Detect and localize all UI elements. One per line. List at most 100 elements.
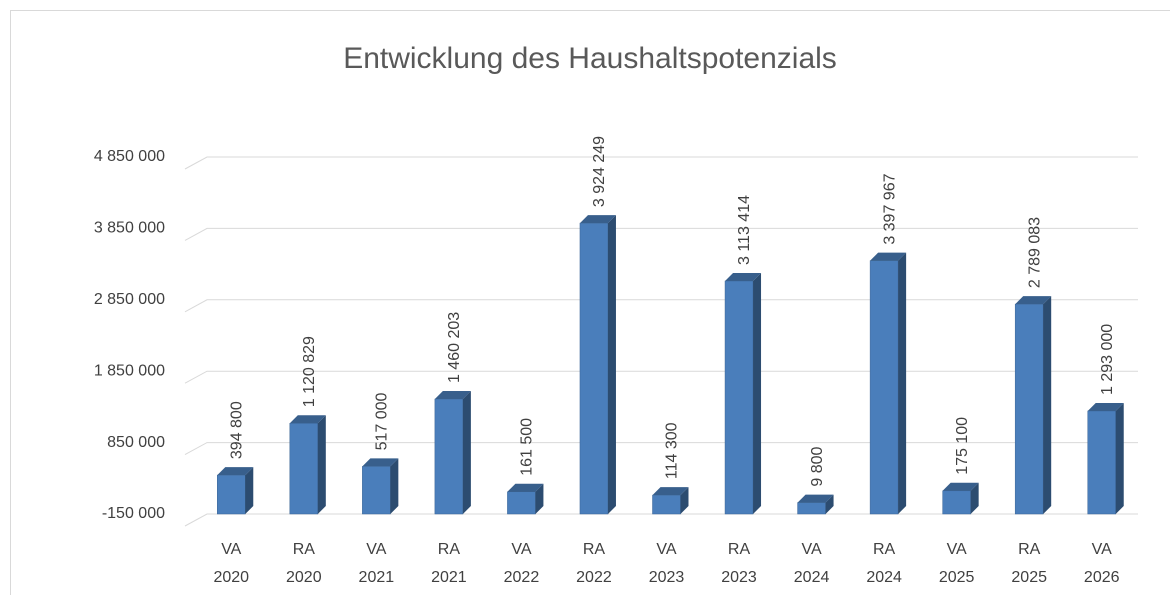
bar-side <box>245 467 254 514</box>
x-tick-label: VA 2020 <box>213 541 249 586</box>
x-tick-line: RA <box>1018 541 1041 558</box>
x-tick-line: 2021 <box>431 569 467 586</box>
x-tick-label: RA 2023 <box>721 541 757 586</box>
grid-line <box>184 442 1138 456</box>
bar-top <box>1087 402 1124 411</box>
x-tick-line: RA <box>293 541 316 558</box>
x-tick-line: 2020 <box>286 569 322 586</box>
bar-front <box>507 491 536 515</box>
x-tick-line: VA <box>366 541 386 558</box>
x-tick-label: RA 2024 <box>866 541 902 586</box>
x-tick-label: VA 2022 <box>504 541 540 586</box>
bar-side <box>390 458 399 514</box>
data-label: 114 300 <box>664 422 681 479</box>
bar-front <box>942 490 971 515</box>
y-tick-label: 2 850 000 <box>94 291 165 308</box>
bar-top <box>725 272 762 281</box>
bar-side <box>753 272 762 514</box>
data-label: 394 800 <box>228 401 245 459</box>
data-label: 175 100 <box>954 417 971 475</box>
y-tick-label: 3 850 000 <box>94 220 165 237</box>
bar-top <box>434 391 471 400</box>
bar-top <box>797 494 834 503</box>
data-label: 517 000 <box>374 392 391 450</box>
x-tick-line: RA <box>438 541 461 558</box>
x-tick-line: 2026 <box>1084 569 1120 586</box>
y-tick-label: 850 000 <box>107 434 165 451</box>
x-tick-line: 2025 <box>939 569 975 586</box>
bar-top <box>362 458 399 467</box>
x-tick-line: 2023 <box>649 569 685 586</box>
bar-side <box>1115 402 1124 514</box>
bar-front <box>217 474 246 515</box>
x-tick-line: 2022 <box>504 569 540 586</box>
y-tick-label: 4 850 000 <box>94 148 165 165</box>
x-tick-label: VA 2024 <box>794 541 830 586</box>
y-tick-label: 1 850 000 <box>94 362 165 379</box>
x-tick-label: VA 2025 <box>939 541 975 586</box>
data-label: 3 924 249 <box>591 136 608 207</box>
x-tick-line: VA <box>801 541 821 558</box>
chart-frame <box>10 10 1170 595</box>
x-tick-line: 2024 <box>794 569 830 586</box>
chart-title: Entwicklung des Haushaltspotenzials <box>343 42 837 75</box>
bar-side <box>317 415 326 514</box>
bar-top <box>1015 296 1052 305</box>
bar-side <box>898 252 907 514</box>
x-tick-line: VA <box>947 541 967 558</box>
x-tick-line: 2024 <box>866 569 902 586</box>
x-tick-label: RA 2025 <box>1011 541 1047 586</box>
bar-side <box>462 391 471 514</box>
x-tick-line: 2020 <box>213 569 249 586</box>
x-tick-line: 2021 <box>359 569 395 586</box>
bar-side <box>970 482 979 514</box>
bar-top <box>870 252 907 261</box>
x-tick-line: VA <box>221 541 241 558</box>
bar-front <box>869 260 899 515</box>
bar-side <box>825 494 834 514</box>
x-tick-line: 2022 <box>576 569 612 586</box>
bar-top <box>942 482 979 491</box>
data-label: 1 120 829 <box>301 336 318 407</box>
grid-line <box>184 227 1138 241</box>
bar-top <box>652 487 689 496</box>
bar-front <box>362 466 391 515</box>
x-tick-line: VA <box>511 541 531 558</box>
x-tick-label: RA 2022 <box>576 541 612 586</box>
bar-side <box>535 483 544 514</box>
data-label: 2 789 083 <box>1026 217 1043 288</box>
x-tick-label: VA 2021 <box>359 541 395 586</box>
bar-front <box>724 280 754 515</box>
bar-side <box>1043 296 1052 514</box>
bar-front <box>652 494 681 515</box>
bar-side <box>607 215 616 514</box>
data-label: 3 113 414 <box>736 195 753 265</box>
grid-line <box>184 156 1138 170</box>
x-tick-line: 2025 <box>1011 569 1047 586</box>
data-label: 1 293 000 <box>1099 324 1116 395</box>
x-tick-line: RA <box>728 541 751 558</box>
bar-front <box>1014 303 1044 515</box>
bar-side <box>680 487 689 514</box>
x-tick-line: VA <box>1092 541 1112 558</box>
x-tick-line: RA <box>583 541 606 558</box>
data-label: 3 397 967 <box>881 173 898 244</box>
x-tick-line: VA <box>656 541 676 558</box>
x-tick-label: VA 2023 <box>649 541 685 586</box>
x-tick-label: VA 2026 <box>1084 541 1120 586</box>
bar-top <box>217 467 254 476</box>
data-label: 9 800 <box>809 446 826 486</box>
grid-line <box>184 370 1138 384</box>
data-label: 161 500 <box>519 418 536 476</box>
bar-top <box>289 415 326 424</box>
x-tick-label: RA 2021 <box>431 541 467 586</box>
bar-front <box>1087 410 1116 515</box>
bar-front <box>434 398 464 515</box>
bar-front <box>289 423 319 515</box>
data-label: 1 460 203 <box>446 312 463 383</box>
bar-front <box>797 502 826 515</box>
bar-front <box>579 222 609 515</box>
grid-line <box>184 299 1138 313</box>
x-tick-label: RA 2020 <box>286 541 322 586</box>
bar-top <box>507 483 544 492</box>
